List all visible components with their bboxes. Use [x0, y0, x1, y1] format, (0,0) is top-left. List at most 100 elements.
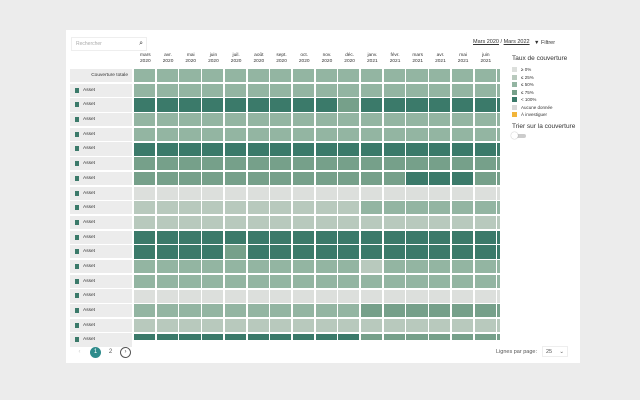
coverage-cell[interactable]	[270, 171, 292, 186]
coverage-cell[interactable]	[315, 113, 337, 127]
coverage-cell[interactable]	[247, 69, 269, 83]
coverage-cell[interactable]	[338, 171, 360, 186]
coverage-cell[interactable]	[270, 289, 292, 303]
row-label-asset[interactable]: Asset	[70, 215, 132, 230]
coverage-cell[interactable]	[338, 274, 360, 288]
coverage-cell[interactable]	[474, 245, 496, 259]
coverage-cell[interactable]	[202, 274, 224, 288]
coverage-cell[interactable]	[134, 260, 156, 274]
coverage-cell[interactable]	[156, 127, 178, 141]
coverage-cell[interactable]	[451, 201, 473, 215]
coverage-cell[interactable]	[247, 274, 269, 288]
coverage-cell[interactable]	[292, 171, 315, 186]
coverage-cell[interactable]	[179, 83, 201, 97]
coverage-cell[interactable]	[361, 69, 383, 83]
coverage-cell[interactable]	[247, 83, 269, 97]
coverage-cell[interactable]	[202, 230, 224, 244]
coverage-cell[interactable]	[497, 186, 500, 200]
coverage-cell[interactable]	[202, 201, 224, 215]
coverage-cell[interactable]	[270, 157, 292, 171]
coverage-cell[interactable]	[292, 201, 315, 215]
row-label-asset[interactable]: Asset	[70, 318, 132, 332]
coverage-cell[interactable]	[383, 318, 405, 333]
coverage-grid[interactable]	[134, 69, 500, 340]
coverage-cell[interactable]	[406, 201, 428, 215]
coverage-cell[interactable]	[134, 245, 156, 259]
coverage-cell[interactable]	[247, 142, 269, 156]
coverage-cell[interactable]	[429, 171, 451, 186]
coverage-cell[interactable]	[497, 245, 500, 259]
coverage-cell[interactable]	[406, 98, 428, 112]
coverage-cell[interactable]	[406, 171, 428, 186]
coverage-cell[interactable]	[247, 113, 269, 127]
coverage-cell[interactable]	[338, 260, 360, 274]
coverage-cell[interactable]	[497, 69, 500, 83]
coverage-cell[interactable]	[315, 186, 337, 200]
coverage-cell[interactable]	[429, 304, 451, 318]
coverage-cell[interactable]	[474, 83, 496, 97]
coverage-cell[interactable]	[383, 83, 405, 97]
coverage-cell[interactable]	[383, 171, 405, 186]
coverage-cell[interactable]	[179, 318, 201, 333]
coverage-cell[interactable]	[361, 318, 383, 333]
coverage-cell[interactable]	[134, 69, 156, 83]
coverage-cell[interactable]	[292, 230, 315, 244]
coverage-cell[interactable]	[292, 83, 315, 97]
coverage-cell[interactable]	[315, 83, 337, 97]
coverage-cell[interactable]	[156, 69, 178, 83]
coverage-cell[interactable]	[406, 142, 428, 156]
coverage-cell[interactable]	[338, 127, 360, 141]
coverage-cell[interactable]	[179, 230, 201, 244]
coverage-cell[interactable]	[451, 245, 473, 259]
coverage-cell[interactable]	[202, 304, 224, 318]
coverage-cell[interactable]	[270, 69, 292, 83]
coverage-cell[interactable]	[292, 142, 315, 156]
coverage-cell[interactable]	[406, 333, 428, 340]
coverage-cell[interactable]	[270, 304, 292, 318]
coverage-cell[interactable]	[474, 274, 496, 288]
coverage-cell[interactable]	[292, 333, 315, 340]
coverage-cell[interactable]	[134, 113, 156, 127]
coverage-cell[interactable]	[270, 216, 292, 230]
coverage-cell[interactable]	[406, 304, 428, 318]
coverage-cell[interactable]	[156, 318, 178, 333]
coverage-cell[interactable]	[429, 186, 451, 200]
coverage-cell[interactable]	[383, 186, 405, 200]
coverage-cell[interactable]	[315, 98, 337, 112]
page-2-button[interactable]: 2	[108, 349, 113, 355]
coverage-cell[interactable]	[383, 230, 405, 244]
coverage-cell[interactable]	[134, 157, 156, 171]
coverage-cell[interactable]	[247, 157, 269, 171]
coverage-cell[interactable]	[156, 186, 178, 200]
coverage-cell[interactable]	[338, 186, 360, 200]
coverage-cell[interactable]	[202, 245, 224, 259]
row-label-asset[interactable]: Asset	[70, 304, 132, 318]
coverage-cell[interactable]	[474, 260, 496, 274]
coverage-cell[interactable]	[361, 201, 383, 215]
coverage-cell[interactable]	[383, 142, 405, 156]
coverage-cell[interactable]	[474, 289, 496, 303]
coverage-cell[interactable]	[247, 127, 269, 141]
coverage-cell[interactable]	[134, 289, 156, 303]
coverage-cell[interactable]	[383, 201, 405, 215]
coverage-cell[interactable]	[134, 171, 156, 186]
coverage-cell[interactable]	[406, 289, 428, 303]
coverage-cell[interactable]	[156, 260, 178, 274]
row-label-asset[interactable]: Asset	[70, 98, 132, 112]
coverage-cell[interactable]	[270, 230, 292, 244]
coverage-cell[interactable]	[338, 289, 360, 303]
row-label-asset[interactable]: Asset	[70, 201, 132, 215]
coverage-cell[interactable]	[292, 186, 315, 200]
coverage-cell[interactable]	[202, 98, 224, 112]
coverage-cell[interactable]	[361, 260, 383, 274]
coverage-cell[interactable]	[292, 318, 315, 333]
coverage-cell[interactable]	[429, 333, 451, 340]
coverage-cell[interactable]	[292, 274, 315, 288]
coverage-cell[interactable]	[315, 201, 337, 215]
coverage-cell[interactable]	[202, 171, 224, 186]
coverage-cell[interactable]	[474, 69, 496, 83]
coverage-cell[interactable]	[429, 142, 451, 156]
coverage-cell[interactable]	[270, 83, 292, 97]
coverage-cell[interactable]	[338, 98, 360, 112]
coverage-cell[interactable]	[383, 245, 405, 259]
